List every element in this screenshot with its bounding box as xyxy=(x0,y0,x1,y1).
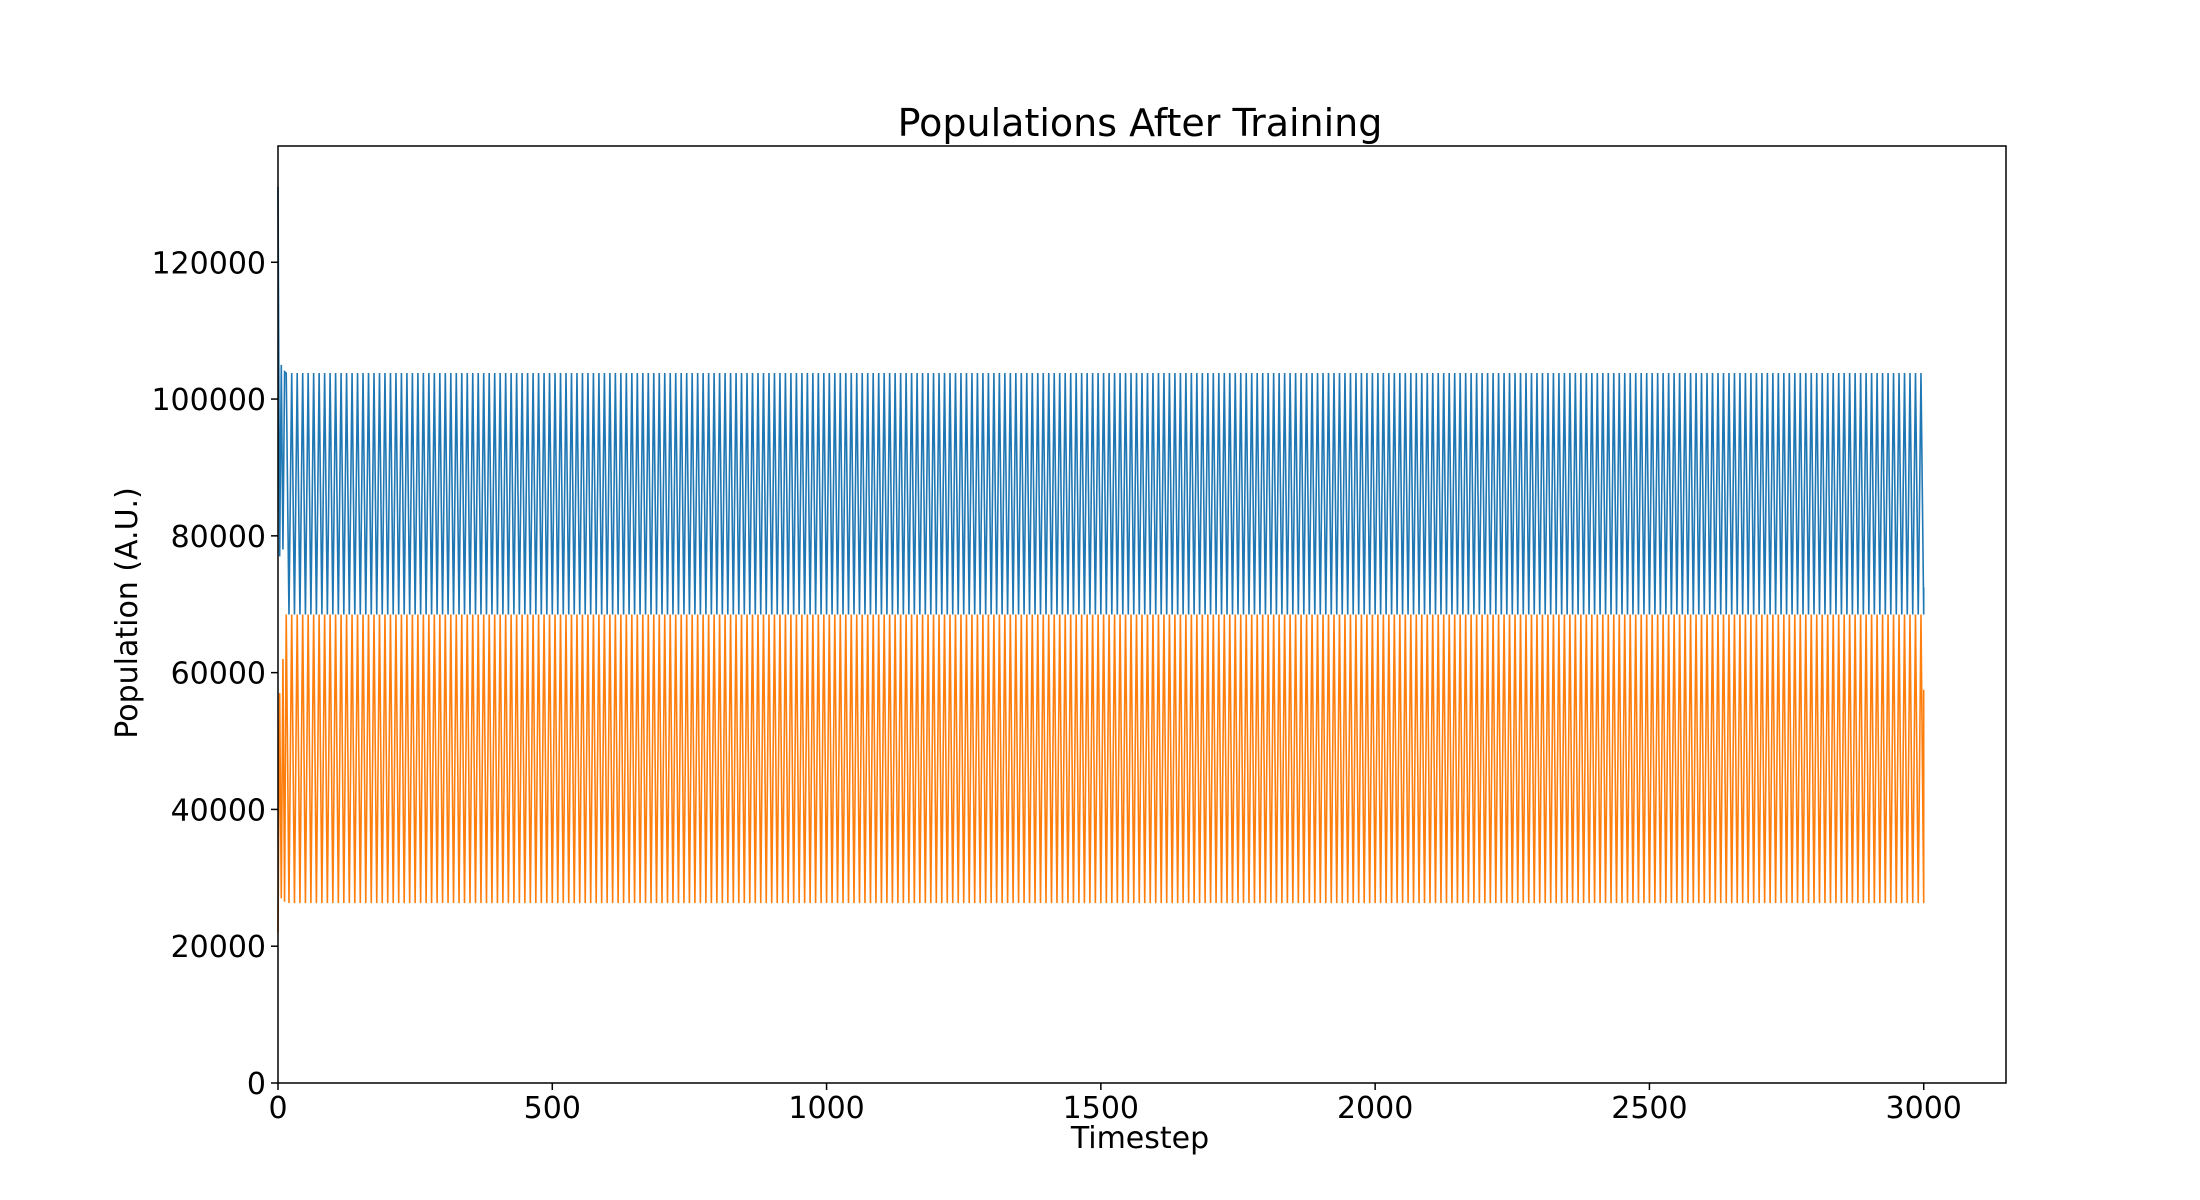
y-tick-label: 20000 xyxy=(171,930,266,965)
x-tick-label: 1000 xyxy=(788,1091,864,1126)
x-axis: 0 500 1000 1500 2000 2500 3000 xyxy=(268,1083,1962,1126)
x-tick-label: 3000 xyxy=(1886,1091,1962,1126)
chart-title: Populations After Training xyxy=(898,101,1383,145)
y-tick-label: 120000 xyxy=(151,246,266,281)
series-line-1 xyxy=(277,187,1925,615)
x-tick-label: 500 xyxy=(524,1091,581,1126)
y-tick-label: 80000 xyxy=(171,520,266,555)
series-line-2 xyxy=(277,614,1925,933)
y-tick-label: 60000 xyxy=(171,657,266,692)
y-axis-title: Population (A.U.) xyxy=(110,487,145,739)
x-tick-label: 2000 xyxy=(1337,1091,1413,1126)
y-tick-label: 40000 xyxy=(171,793,266,828)
y-axis: 0 20000 40000 60000 80000 100000 120000 xyxy=(151,246,278,1102)
x-tick-label: 1500 xyxy=(1063,1091,1139,1126)
x-tick-label: 2500 xyxy=(1611,1091,1687,1126)
plot-frame xyxy=(277,145,2007,1084)
y-tick-label: 100000 xyxy=(151,383,266,418)
x-tick-label: 0 xyxy=(268,1091,287,1126)
series-layer xyxy=(277,187,1925,933)
x-axis-title: Timestep xyxy=(1070,1121,1209,1156)
y-tick-label: 0 xyxy=(247,1067,266,1102)
